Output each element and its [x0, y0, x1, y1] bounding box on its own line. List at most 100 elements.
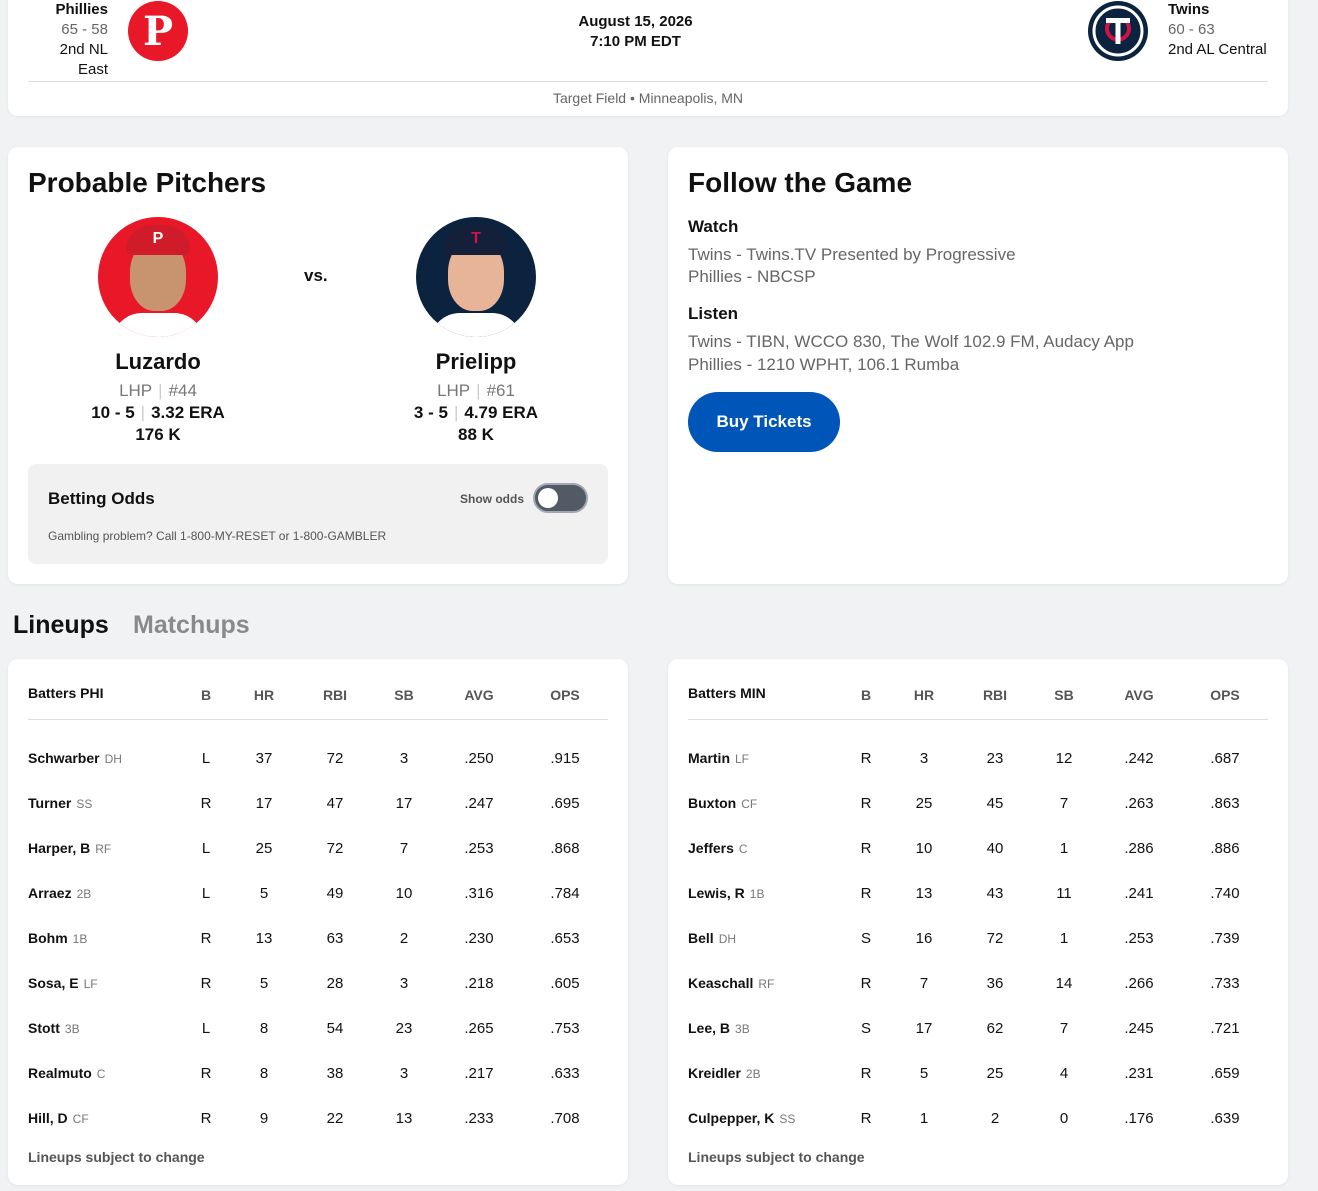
away-team-name[interactable]: Phillies [55, 1, 108, 18]
stat-b: R [860, 975, 872, 992]
batter-name[interactable]: Culpepper, K [688, 1110, 775, 1126]
stat-rbi: 43 [986, 885, 1004, 902]
stat-b: R [200, 975, 212, 992]
batter-name[interactable]: Turner [28, 795, 72, 811]
batter-name[interactable]: Bohm [28, 930, 68, 946]
stat-ops: .886 [1210, 840, 1240, 857]
show-odds-toggle[interactable] [533, 483, 588, 513]
batter-name-cell[interactable]: Keaschall RF [688, 975, 848, 991]
stat-ops: .868 [550, 840, 580, 857]
buy-tickets-button[interactable]: Buy Tickets [688, 392, 840, 452]
home-team-standing: 2nd AL Central [1168, 41, 1267, 58]
batter-position: RF [758, 977, 775, 991]
column-header-b: B [200, 687, 212, 703]
home-team-info: Twins 60 - 63 2nd AL Central [1168, 0, 1278, 60]
batter-name[interactable]: Harper, B [28, 840, 91, 856]
batter-name-cell[interactable]: Harper, B RF [28, 840, 188, 856]
column-header-ops: OPS [550, 687, 580, 703]
batter-name-cell[interactable]: Martin LF [688, 750, 848, 766]
twins-logo-icon[interactable] [1088, 1, 1148, 61]
home-team-record: 60 - 63 [1168, 21, 1215, 38]
stat-sb: 3 [399, 975, 409, 992]
home-pitcher-headshot[interactable]: T [416, 217, 536, 337]
batter-name[interactable]: Bell [688, 930, 714, 946]
batter-position: DH [718, 932, 737, 946]
batter-name-cell[interactable]: Jeffers C [688, 840, 848, 856]
stat-avg: .253 [464, 840, 494, 857]
stat-b: R [200, 930, 212, 947]
home-pitcher-name[interactable]: Prielipp [435, 349, 517, 374]
stat-sb: 1 [1059, 930, 1069, 947]
batter-name-cell[interactable]: Culpepper, K SS [688, 1110, 848, 1126]
tab-matchups[interactable]: Matchups [133, 611, 250, 639]
betting-odds-panel: Betting Odds Show odds Gambling problem?… [28, 464, 608, 564]
table-row: Realmuto C R 8 38 3 .217 .633 [8, 1065, 628, 1085]
batter-name[interactable]: Sosa, E [28, 975, 79, 991]
batter-name-cell[interactable]: Schwarber DH [28, 750, 188, 766]
batter-name-cell[interactable]: Stott 3B [28, 1020, 188, 1036]
stat-rbi: 62 [986, 1020, 1004, 1037]
stat-hr: 13 [255, 930, 273, 947]
batter-name[interactable]: Schwarber [28, 750, 100, 766]
stat-avg: .250 [464, 750, 494, 767]
batter-name[interactable]: Hill, D [28, 1110, 68, 1126]
stat-avg: .218 [464, 975, 494, 992]
batter-name-cell[interactable]: Realmuto C [28, 1065, 188, 1081]
batter-name[interactable]: Arraez [28, 885, 72, 901]
batter-name-cell[interactable]: Sosa, E LF [28, 975, 188, 991]
stat-ops: .721 [1210, 1020, 1240, 1037]
away-pitcher-name[interactable]: Luzardo [115, 349, 201, 374]
stat-rbi: 38 [326, 1065, 344, 1082]
stat-sb: 3 [399, 750, 409, 767]
batter-name[interactable]: Stott [28, 1020, 60, 1036]
home-team-name[interactable]: Twins [1168, 1, 1210, 18]
listen-item: Phillies - 1210 WPHT, 106.1 Rumba [688, 355, 960, 374]
batter-name-cell[interactable]: Hill, D CF [28, 1110, 188, 1126]
batter-position: 3B [64, 1022, 80, 1036]
game-header: Phillies 65 - 58 2nd NL East P August 15… [8, 0, 1288, 116]
stat-avg: .241 [1124, 885, 1154, 902]
stat-ops: .653 [550, 930, 580, 947]
stat-ops: .633 [550, 1065, 580, 1082]
table-row: Kreidler 2B R 5 25 4 .231 .659 [668, 1065, 1288, 1085]
batter-name-cell[interactable]: Bell DH [688, 930, 848, 946]
batter-name-cell[interactable]: Buxton CF [688, 795, 848, 811]
phillies-logo-icon[interactable]: P [128, 1, 188, 61]
batter-name-cell[interactable]: Bohm 1B [28, 930, 188, 946]
stat-rbi: 47 [326, 795, 344, 812]
away-pitcher-headshot[interactable]: P [98, 217, 218, 337]
batter-position: 1B [72, 932, 88, 946]
column-header-ops: OPS [1210, 687, 1240, 703]
batter-name[interactable]: Keaschall [688, 975, 754, 991]
column-header-sb: SB [394, 687, 414, 703]
batter-name-cell[interactable]: Lee, B 3B [688, 1020, 848, 1036]
stat-hr: 9 [259, 1110, 269, 1127]
stat-avg: .231 [1124, 1065, 1154, 1082]
stat-rbi: 2 [990, 1110, 1000, 1127]
batter-name[interactable]: Buxton [688, 795, 737, 811]
batter-name[interactable]: Realmuto [28, 1065, 92, 1081]
home-pitcher-record: 3 - 5 [413, 403, 448, 422]
stat-hr: 3 [919, 750, 929, 767]
stat-avg: .242 [1124, 750, 1154, 767]
batter-name[interactable]: Martin [688, 750, 730, 766]
batter-name-cell[interactable]: Kreidler 2B [688, 1065, 848, 1081]
stat-b: R [200, 1110, 212, 1127]
batter-name-cell[interactable]: Arraez 2B [28, 885, 188, 901]
stat-ops: .733 [1210, 975, 1240, 992]
stat-ops: .863 [1210, 795, 1240, 812]
stat-hr: 5 [259, 885, 269, 902]
stat-rbi: 25 [986, 1065, 1004, 1082]
batter-name[interactable]: Lee, B [688, 1020, 731, 1036]
stat-avg: .266 [1124, 975, 1154, 992]
batter-name[interactable]: Kreidler [688, 1065, 741, 1081]
stat-b: R [200, 795, 212, 812]
tab-lineups[interactable]: Lineups [13, 611, 109, 639]
stat-b: L [201, 750, 211, 767]
batter-name-cell[interactable]: Lewis, R 1B [688, 885, 848, 901]
table-row: Turner SS R 17 47 17 .247 .695 [8, 795, 628, 815]
stat-sb: 7 [1059, 1020, 1069, 1037]
batter-name[interactable]: Lewis, R [688, 885, 745, 901]
batter-name[interactable]: Jeffers [688, 840, 734, 856]
batter-name-cell[interactable]: Turner SS [28, 795, 188, 811]
